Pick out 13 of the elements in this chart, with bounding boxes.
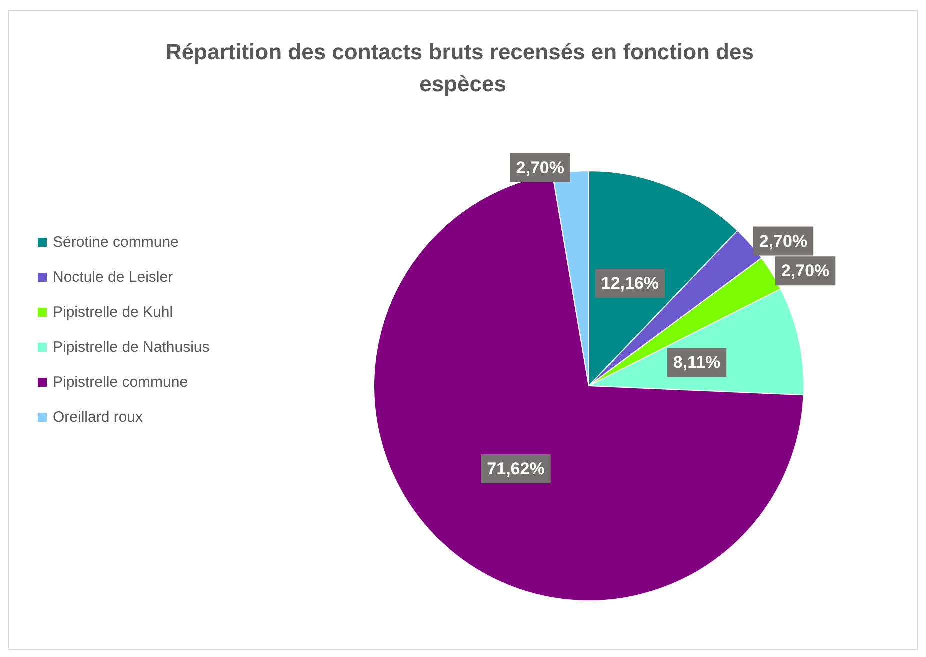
chart-title: Répartition des contacts bruts recensés en fonction des espèces: [166, 40, 760, 96]
legend-label: Pipistrelle de Kuhl: [53, 304, 174, 321]
data-label: 71,62%: [487, 459, 545, 478]
legend-label: Noctule de Leisler: [53, 269, 174, 286]
data-label: 8,11%: [673, 353, 721, 372]
data-label: 2,70%: [781, 262, 830, 281]
data-label: 12,16%: [601, 274, 660, 293]
data-label: 2,70%: [516, 158, 564, 178]
legend-label: Sérotine commune: [53, 234, 179, 251]
legend-label: Pipistrelle commune: [53, 374, 188, 391]
data-label: 2,70%: [759, 232, 808, 251]
legend-label: Oreillard roux: [53, 409, 144, 426]
legend-label: Pipistrelle de Nathusius: [53, 339, 210, 356]
